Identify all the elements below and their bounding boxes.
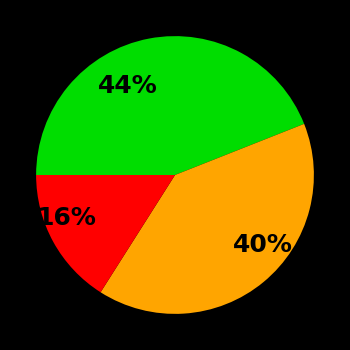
Text: 40%: 40% [232, 232, 292, 257]
Wedge shape [36, 36, 304, 175]
Text: 16%: 16% [36, 206, 96, 231]
Text: 44%: 44% [98, 74, 158, 98]
Wedge shape [36, 175, 175, 292]
Wedge shape [100, 124, 314, 314]
